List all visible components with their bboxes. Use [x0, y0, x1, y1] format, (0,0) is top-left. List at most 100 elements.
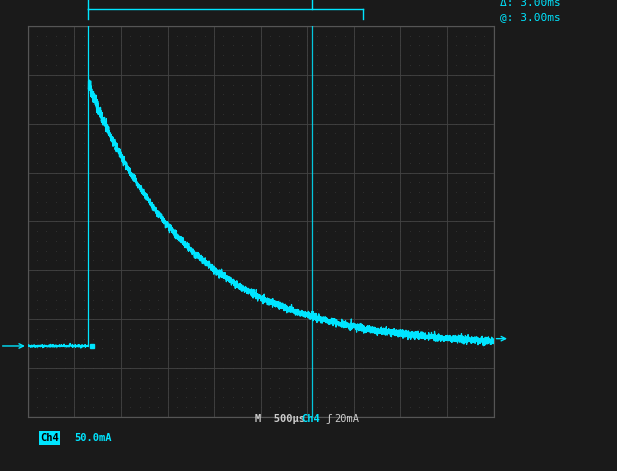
Point — [153, 257, 163, 264]
Point — [256, 394, 266, 401]
Point — [479, 149, 489, 157]
Point — [23, 237, 33, 245]
Point — [60, 208, 70, 215]
Point — [452, 345, 462, 352]
Point — [97, 188, 107, 196]
Point — [321, 42, 331, 49]
Point — [200, 149, 210, 157]
Point — [51, 22, 60, 30]
Point — [265, 335, 275, 342]
Point — [433, 325, 442, 333]
Point — [97, 90, 107, 98]
Point — [125, 335, 135, 342]
Point — [23, 179, 33, 186]
Point — [60, 286, 70, 293]
Point — [284, 81, 294, 89]
Point — [97, 198, 107, 206]
Point — [256, 149, 266, 157]
Point — [312, 316, 321, 323]
Point — [405, 345, 415, 352]
Point — [358, 188, 368, 196]
Point — [358, 32, 368, 40]
Point — [97, 149, 107, 157]
Point — [358, 267, 368, 274]
Point — [88, 374, 98, 382]
Point — [284, 149, 294, 157]
Point — [275, 227, 284, 235]
Point — [452, 139, 462, 147]
Point — [200, 247, 210, 254]
Point — [228, 159, 238, 167]
Point — [284, 120, 294, 127]
Point — [79, 394, 89, 401]
Point — [405, 42, 415, 49]
Point — [237, 384, 247, 391]
Point — [135, 316, 144, 323]
Point — [41, 81, 51, 89]
Point — [377, 286, 387, 293]
Point — [51, 179, 60, 186]
Point — [312, 90, 321, 98]
Point — [330, 90, 340, 98]
Point — [107, 267, 117, 274]
Point — [246, 159, 256, 167]
Point — [339, 345, 349, 352]
Point — [386, 149, 396, 157]
Point — [135, 51, 144, 59]
Point — [339, 81, 349, 89]
Point — [489, 296, 499, 303]
Point — [51, 257, 60, 264]
Point — [349, 403, 359, 411]
Point — [218, 188, 228, 196]
Point — [41, 51, 51, 59]
Point — [479, 90, 489, 98]
Point — [470, 355, 480, 362]
Point — [452, 120, 462, 127]
Point — [60, 257, 70, 264]
Point — [321, 208, 331, 215]
Point — [275, 32, 284, 40]
Point — [23, 51, 33, 59]
Point — [405, 355, 415, 362]
Point — [489, 81, 499, 89]
Point — [125, 374, 135, 382]
Point — [107, 403, 117, 411]
Point — [181, 394, 191, 401]
Point — [228, 355, 238, 362]
Point — [414, 149, 424, 157]
Point — [79, 32, 89, 40]
Point — [284, 188, 294, 196]
Point — [200, 247, 210, 254]
Point — [275, 61, 284, 69]
Point — [153, 257, 163, 264]
Point — [228, 42, 238, 49]
Point — [246, 296, 256, 303]
Point — [423, 325, 433, 333]
Point — [237, 227, 247, 235]
Point — [41, 188, 51, 196]
Point — [395, 90, 405, 98]
Point — [386, 247, 396, 254]
Point — [32, 335, 42, 342]
Point — [228, 276, 238, 284]
Point — [414, 384, 424, 391]
Point — [209, 345, 219, 352]
Point — [470, 139, 480, 147]
Point — [218, 257, 228, 264]
Point — [218, 139, 228, 147]
Point — [414, 394, 424, 401]
Point — [339, 139, 349, 147]
Point — [339, 276, 349, 284]
Point — [209, 81, 219, 89]
Point — [339, 374, 349, 382]
Point — [265, 267, 275, 274]
Point — [349, 296, 359, 303]
Point — [312, 198, 321, 206]
Point — [60, 325, 70, 333]
Point — [405, 130, 415, 137]
Point — [461, 267, 471, 274]
Point — [414, 267, 424, 274]
Point — [51, 267, 60, 274]
Point — [479, 413, 489, 421]
Point — [32, 51, 42, 59]
